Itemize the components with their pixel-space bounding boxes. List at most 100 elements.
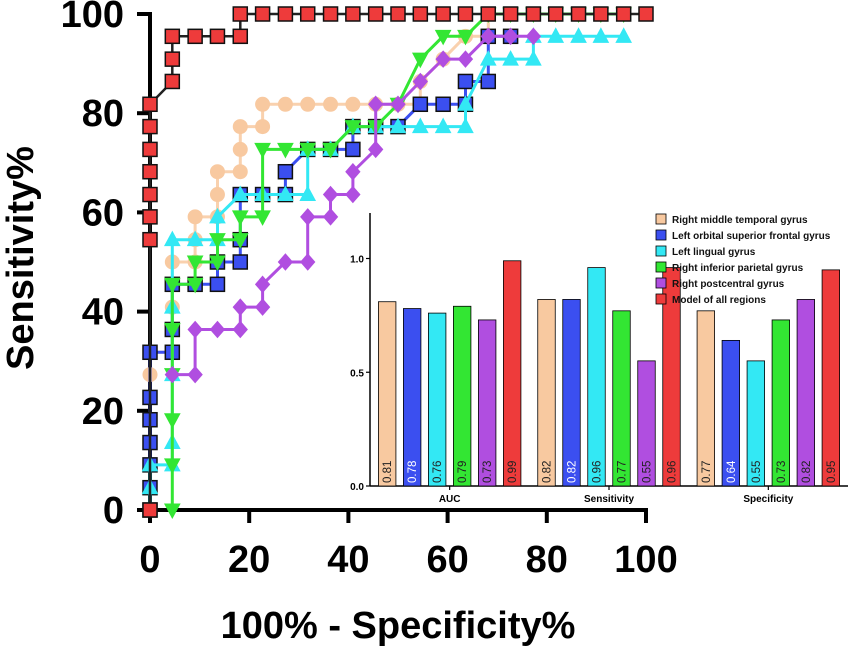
roc-point [209, 276, 226, 293]
inset-bar-value-label: 0.96 [592, 461, 604, 483]
roc-point [163, 230, 181, 247]
inset-bar [453, 305, 472, 487]
roc-point [164, 51, 181, 67]
roc-point [300, 96, 316, 112]
inset-bar-value-label: 0.64 [726, 460, 738, 483]
inset-bar [746, 360, 765, 487]
roc-point [592, 27, 610, 43]
roc-point [231, 185, 249, 202]
roc-point [277, 6, 294, 22]
roc-point [142, 231, 158, 248]
roc-point [345, 162, 361, 181]
roc-point [186, 255, 204, 272]
inset-bar [696, 310, 715, 487]
roc-point [345, 141, 361, 158]
legend-swatch [655, 293, 667, 305]
roc-point [390, 95, 406, 114]
roc-point [502, 50, 519, 66]
roc-point [209, 233, 226, 249]
roc-point [209, 28, 226, 45]
x-tick-label: 20 [228, 539, 270, 581]
main-x-axis-title: 100% - Specificity% [221, 605, 576, 647]
roc-point [299, 142, 317, 159]
legend-swatch [655, 277, 667, 289]
roc-point [209, 320, 226, 339]
roc-point [186, 277, 204, 294]
roc-series-6 [142, 6, 654, 518]
inset-bar-value-label: 0.82 [567, 461, 579, 483]
y-tick-label: 80 [82, 93, 124, 135]
roc-point [254, 142, 271, 159]
roc-point [187, 320, 203, 339]
main-y-axis-title: Sensitivity% [0, 146, 42, 370]
roc-point [434, 117, 452, 134]
inset-bar [662, 267, 681, 487]
inset-bar-value-label: 0.73 [482, 461, 494, 483]
roc-point [163, 322, 181, 339]
roc-point [615, 27, 633, 43]
roc-point [232, 320, 248, 339]
roc-point [570, 6, 587, 22]
inset-category-label: Sensitivity [584, 494, 634, 505]
inset-bar-value-label: 0.55 [751, 461, 763, 483]
inset-bar-value-label: 0.76 [432, 461, 444, 483]
roc-point [232, 28, 249, 45]
roc-point [457, 6, 474, 22]
inset-bar [612, 310, 631, 487]
inset-bar [478, 319, 497, 487]
roc-point [232, 298, 248, 316]
roc-point [435, 96, 451, 113]
inset-bar-value-label: 0.82 [801, 461, 813, 483]
roc-point [277, 253, 294, 271]
roc-point [502, 6, 519, 22]
roc-point [142, 141, 158, 158]
roc-point [209, 255, 226, 272]
legend-label: Model of all regions [672, 295, 766, 306]
roc-point [344, 120, 362, 136]
roc-point [457, 95, 474, 111]
roc-point [142, 186, 158, 203]
inset-bar [378, 301, 397, 487]
roc-point [277, 163, 294, 180]
roc-point [232, 164, 248, 180]
roc-point [232, 141, 248, 157]
inset-group-auc: 0.81 0.78 0.76 0.79 0.73 0.99 [378, 260, 522, 487]
roc-point [368, 95, 384, 114]
inset-bar [771, 319, 790, 487]
roc-point [142, 209, 158, 225]
roc-point [434, 29, 452, 46]
roc-point [435, 6, 451, 22]
roc-point [525, 27, 542, 46]
y-tick-label: 100 [61, 0, 124, 36]
roc-point [457, 73, 474, 90]
roc-point [457, 29, 474, 46]
roc-point [231, 210, 249, 226]
roc-point [389, 117, 407, 134]
legend-label: Right middle temporal gyrus [672, 215, 808, 226]
roc-point [142, 96, 158, 113]
inset-group-sensitivity: 0.82 0.82 0.96 0.77 0.55 0.96 [537, 267, 681, 487]
roc-point [277, 185, 294, 202]
roc-point [322, 185, 339, 204]
inset-bar [721, 339, 740, 487]
roc-plot-area [141, 6, 654, 520]
inset-bar-value-label: 0.81 [382, 461, 394, 483]
roc-point [209, 164, 225, 180]
roc-point [300, 208, 316, 226]
roc-point [254, 210, 271, 226]
roc-point [254, 6, 271, 22]
roc-point [322, 142, 339, 159]
inset-bar [403, 308, 422, 487]
x-tick-label: 60 [426, 539, 468, 581]
roc-point [412, 6, 429, 22]
roc-point [187, 365, 203, 384]
inset-bar-value-label: 0.79 [457, 461, 469, 483]
roc-point [322, 208, 339, 226]
y-tick-label: 0 [103, 490, 124, 532]
inset-y-tick-label: 0.5 [350, 368, 364, 379]
roc-point [163, 458, 181, 474]
y-tick-label: 20 [82, 391, 124, 433]
inset-bar [503, 260, 522, 487]
inset-bar [537, 299, 556, 487]
